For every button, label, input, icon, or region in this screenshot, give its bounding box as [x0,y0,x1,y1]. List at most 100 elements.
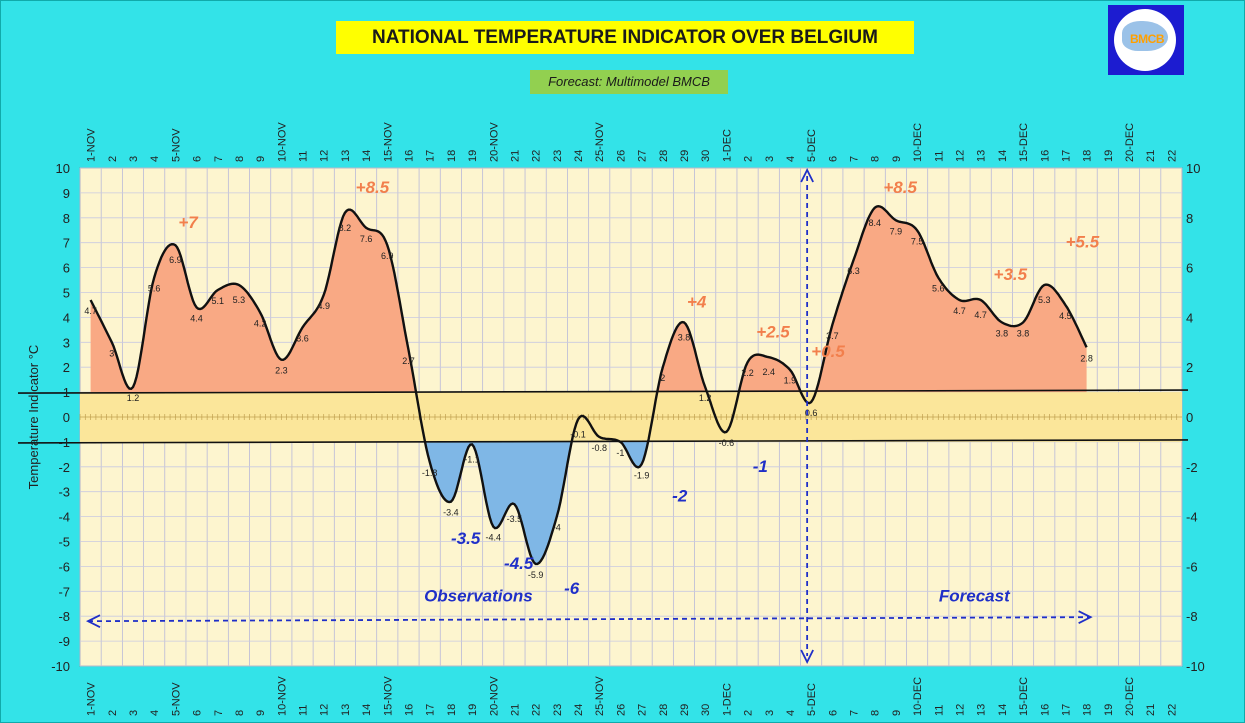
data-label: 4.4 [190,313,203,323]
x-tick-label-top: 5-NOV [170,128,182,162]
x-tick-label-top: 7 [849,156,861,162]
y2-tick-label: -2 [1186,460,1198,475]
data-label: -4.4 [485,533,501,543]
data-label: 3.8 [996,328,1009,338]
x-tick-label-top: 5-DEC [806,129,818,162]
x-tick-label-top: 13 [976,150,988,162]
x-tick-label-top: 9 [891,156,903,162]
data-label: 8.4 [868,218,881,228]
x-tick-label-bottom: 4 [785,710,797,716]
data-label: 3.6 [296,333,309,343]
band-upper-line [17,389,1189,394]
x-tick-label-bottom: 8 [870,710,882,716]
x-tick-label-top: 3 [764,156,776,162]
x-tick-label-top: 25-NOV [594,122,606,162]
y-tick-label: -7 [58,584,70,599]
data-label: 2.8 [1080,353,1093,363]
y-tick-label: 9 [63,186,70,201]
x-tick-label-top: 2 [743,156,755,162]
x-tick-label-top: 24 [573,150,585,162]
x-tick-label-top: 11 [298,151,310,162]
data-label: 5.6 [148,284,161,294]
data-label: 7.5 [911,236,924,246]
x-tick-label-top: 8 [234,156,246,162]
x-tick-label-top: 14 [997,150,1009,162]
warm-anomaly-annotation: +2.5 [756,322,790,341]
y-axis-label: Temperature Indicator °C [26,345,41,490]
x-tick-label-bottom: 20-DEC [1124,677,1136,716]
forecast-divider-arrowhead-bottom [800,649,814,665]
data-label: 6.3 [847,266,860,276]
x-tick-label-top: 30 [700,150,712,162]
x-tick-label-top: 11 [933,151,945,162]
x-tick-label-bottom: 20-NOV [488,676,500,716]
data-label: 3 [109,348,114,358]
x-tick-label-bottom: 24 [573,704,585,716]
y2-tick-label: 2 [1186,360,1193,375]
x-tick-label-bottom: 9 [255,710,267,716]
x-tick-label-bottom: 7 [213,710,225,716]
x-tick-label-bottom: 4 [149,710,161,716]
x-tick-label-top: 15-NOV [382,122,394,162]
y-tick-label: -9 [58,634,70,649]
warm-anomaly-annotation: +8.5 [883,178,917,197]
data-label: -0.6 [719,438,735,448]
data-label: 1.2 [127,393,140,403]
x-tick-label-top: 12 [319,150,331,162]
cold-anomaly-annotation: -4.5 [504,554,534,573]
x-tick-label-top: 4 [149,156,161,162]
forecast-divider-arrowhead-top [800,167,814,183]
y2-tick-label: 4 [1186,310,1193,325]
warm-anomaly-annotation: +5.5 [1066,233,1100,252]
x-tick-label-top: 22 [1166,150,1178,162]
x-tick-label-top: 6 [192,156,204,162]
data-label: 3.8 [1017,328,1030,338]
y-tick-label: 3 [63,335,70,350]
x-tick-label-bottom: 6 [827,710,839,716]
chart-subtitle: Forecast: Multimodel BMCB [530,70,728,94]
x-tick-label-top: 29 [679,150,691,162]
x-tick-label-bottom: 18 [1082,704,1094,716]
x-tick-label-top: 1-NOV [86,128,98,162]
x-tick-label-top: 27 [637,150,649,162]
x-tick-label-bottom: 13 [976,704,988,716]
data-label: -0.8 [591,443,607,453]
x-tick-label-bottom: 14 [997,704,1009,716]
x-tick-label-top: 10-DEC [912,123,924,162]
y-tick-label: -5 [58,535,70,550]
x-tick-label-bottom: 3 [128,710,140,716]
data-label: 5.1 [211,296,224,306]
x-tick-label-bottom: 23 [552,704,564,716]
x-tick-label-top: 16 [1039,150,1051,162]
x-tick-label-bottom: 27 [637,704,649,716]
x-tick-label-top: 20-NOV [488,122,500,162]
x-tick-label-bottom: 15-DEC [1018,677,1030,716]
y2-tick-label: -8 [1186,609,1198,624]
x-tick-label-bottom: 10-DEC [912,677,924,716]
y-tick-label: -4 [58,510,70,525]
data-label: -1.8 [422,468,438,478]
x-tick-label-bottom: 2 [107,710,119,716]
x-tick-label-bottom: 21 [509,704,521,716]
data-label: 8.2 [339,223,352,233]
x-tick-label-bottom: 18 [446,704,458,716]
x-tick-label-bottom: 29 [679,704,691,716]
y-tick-label: 1 [63,385,70,400]
data-label: 1.2 [699,393,712,403]
belgium-map-icon [1122,21,1168,51]
x-tick-label-bottom: 21 [1145,704,1157,716]
x-tick-label-bottom: 8 [234,710,246,716]
x-tick-label-top: 26 [615,150,627,162]
x-tick-label-bottom: 25-NOV [594,676,606,716]
y-tick-label: 2 [63,360,70,375]
x-tick-label-bottom: 2 [743,710,755,716]
x-tick-label-top: 28 [658,150,670,162]
data-label: 5.3 [233,295,246,305]
y-tick-label: 6 [63,261,70,276]
x-tick-label-top: 18 [1082,150,1094,162]
data-label: -0.1 [570,429,586,439]
data-label: 2.7 [402,356,415,366]
y-tick-label: -2 [58,460,70,475]
x-tick-label-top: 1-DEC [721,129,733,162]
warm-anomaly-area [90,206,1087,393]
